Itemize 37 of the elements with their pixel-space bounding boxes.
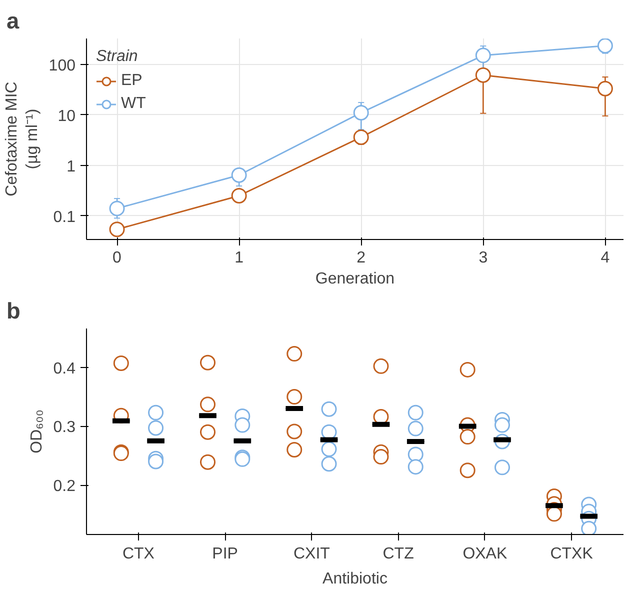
point [109, 222, 125, 238]
x-tick-label: 3 [478, 250, 488, 266]
point [353, 104, 369, 120]
x-axis-title: Antibiotic [322, 570, 388, 588]
y-tick-label: 10 [58, 108, 76, 125]
y-tick-label: 100 [48, 57, 76, 74]
x-tick-label: CTXK [550, 546, 594, 562]
legend-label: EP [121, 72, 142, 90]
y-tick-label: 0.3 [53, 419, 76, 436]
y-axis-title: Cefotaxime MIC (µg ml⁻¹) [3, 82, 41, 196]
x-tick-label: 4 [600, 250, 610, 266]
chart-title: a [6, 8, 20, 34]
x-axis-title: Generation [315, 270, 395, 288]
legend-label: WT [121, 95, 146, 113]
y-tick-label: 0.1 [53, 208, 76, 226]
point [231, 167, 247, 183]
point [597, 38, 613, 54]
y-tick-label: 0.4 [53, 360, 76, 378]
point [475, 67, 491, 83]
point [109, 200, 125, 216]
point [353, 129, 369, 145]
point [597, 80, 613, 96]
y-tick-label: 0.2 [53, 478, 76, 496]
x-tick-label: 2 [356, 250, 366, 266]
x-tick-label: CTZ [382, 546, 414, 562]
y-tick-label: 1 [66, 158, 76, 176]
legend-title: Strain [96, 48, 139, 66]
point [475, 48, 491, 64]
point [231, 188, 247, 204]
x-tick-label: 1 [234, 250, 244, 266]
x-tick-label: 0 [112, 250, 122, 266]
y-axis-title: OD₆₀₀ [28, 410, 46, 454]
x-tick-label: CTX [122, 546, 155, 562]
chart-title: b [6, 298, 20, 324]
x-tick-label: CXIT [293, 546, 330, 562]
x-tick-label: OXAK [462, 546, 508, 562]
x-tick-label: PIP [212, 546, 238, 562]
